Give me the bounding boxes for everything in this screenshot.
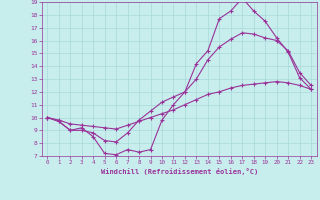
X-axis label: Windchill (Refroidissement éolien,°C): Windchill (Refroidissement éolien,°C) [100,168,258,175]
